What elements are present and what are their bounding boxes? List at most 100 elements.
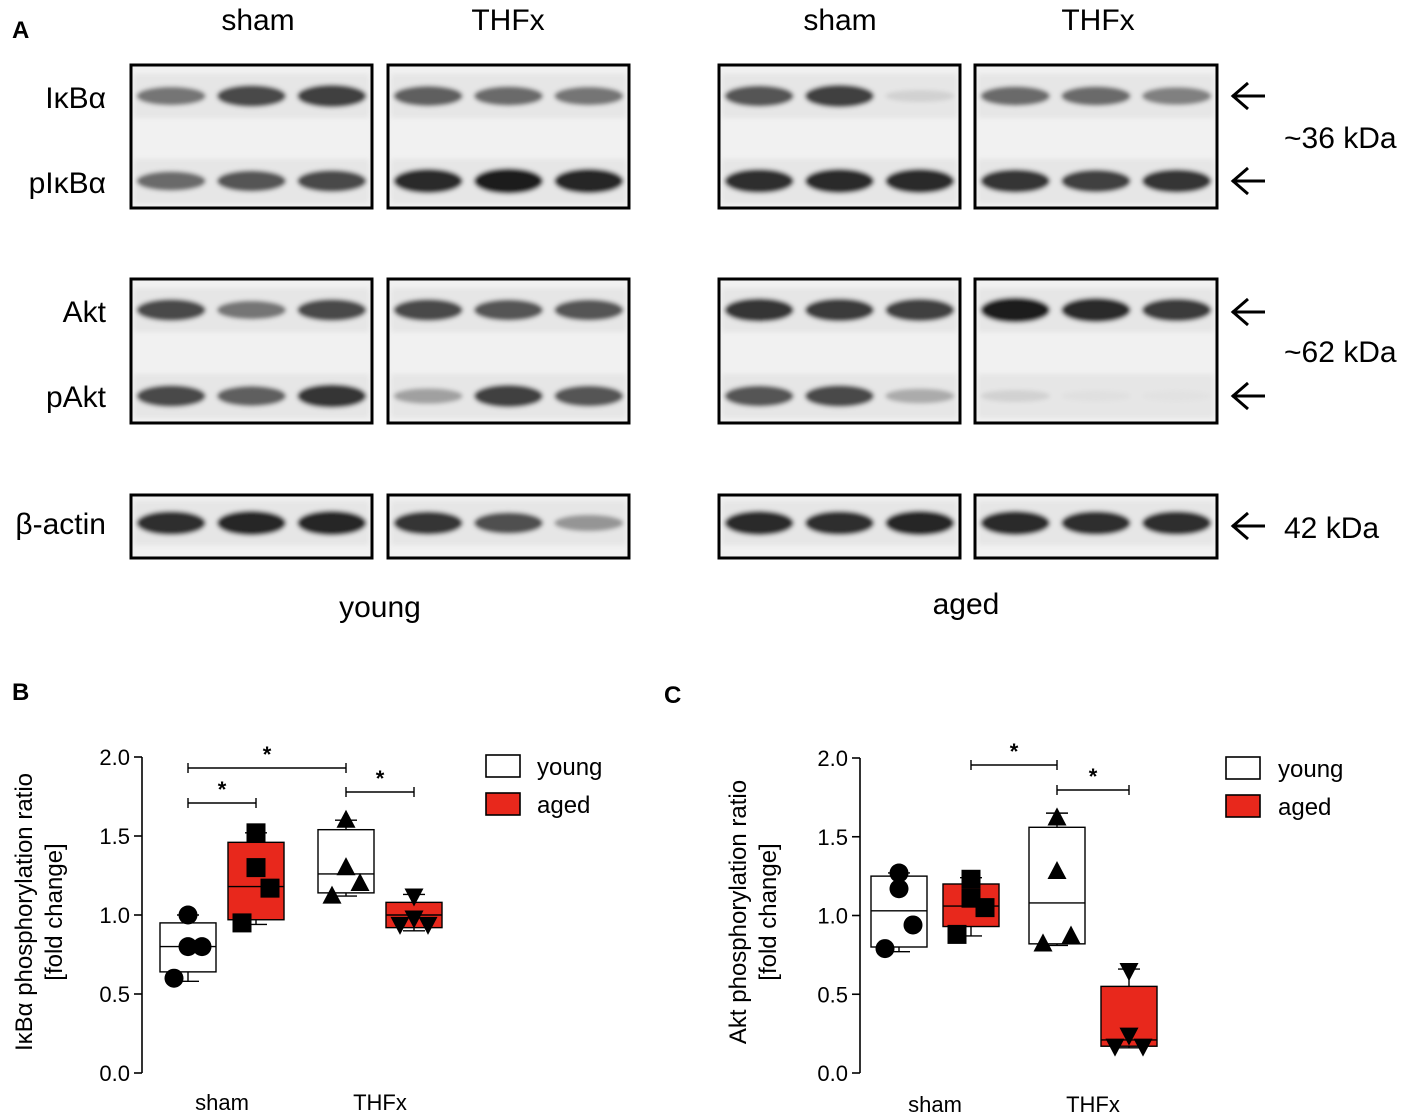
box-aged-thfx xyxy=(385,888,443,935)
blot-band xyxy=(297,170,367,192)
arrow-head-1 xyxy=(1230,166,1249,196)
blot-band xyxy=(804,385,875,407)
blot-band xyxy=(136,510,206,536)
blot-frame xyxy=(717,493,962,560)
blot-band xyxy=(724,510,794,536)
row-label-ikba: IκBα xyxy=(45,82,106,115)
header-young-thfx: THFx xyxy=(471,4,544,37)
y-tick-label: 0.0 xyxy=(99,1061,130,1086)
blot-akt-panel-2 xyxy=(717,277,962,425)
data-point-circle xyxy=(178,937,198,957)
blot-band xyxy=(804,298,875,322)
blot-bands xyxy=(391,501,626,545)
blot-frame xyxy=(973,277,1219,425)
box-iqr xyxy=(1028,826,1086,945)
y-axis-title-line-1: [fold change] xyxy=(41,843,68,980)
blot-band xyxy=(980,169,1051,193)
header-aged-sham: sham xyxy=(803,4,876,37)
significance-bracket-1: * xyxy=(1056,764,1130,795)
blot-bands xyxy=(391,74,626,203)
data-point-circle xyxy=(178,905,198,925)
blot-layer xyxy=(129,63,1219,560)
data-point-square xyxy=(961,869,981,889)
blot-band xyxy=(804,168,875,194)
legend-c-young-label: young xyxy=(1278,756,1343,783)
data-point-triangle-down xyxy=(390,916,410,935)
y-tick-label: 0.0 xyxy=(817,1061,848,1086)
arrow-head-4 xyxy=(1230,511,1249,541)
significance-star: * xyxy=(263,742,272,767)
blot-bands xyxy=(722,288,957,418)
group-label-aged: aged xyxy=(933,588,1000,621)
data-point-circle xyxy=(875,939,895,959)
blot-band xyxy=(297,299,367,321)
blot-band xyxy=(216,170,287,192)
blot-akt-panel-1 xyxy=(386,277,631,425)
legend-c-aged-label: aged xyxy=(1278,794,1331,821)
blot-band xyxy=(216,385,287,407)
blot-band xyxy=(216,510,287,536)
blot-akt-panel-0 xyxy=(129,277,374,425)
blot-bands xyxy=(978,288,1214,418)
box-aged-sham xyxy=(227,823,285,933)
y-tick-label: 2.0 xyxy=(99,745,130,770)
blot-bands xyxy=(978,74,1214,203)
blot-frame xyxy=(129,63,374,210)
blot-ikba-panel-3 xyxy=(973,63,1219,210)
blot-ikba-panel-2 xyxy=(717,63,962,210)
box-young-thfx xyxy=(1028,807,1086,952)
data-point-square xyxy=(961,888,981,908)
blot-band xyxy=(297,84,367,108)
blot-frame xyxy=(973,63,1219,210)
blot-band xyxy=(473,384,544,408)
data-point-square xyxy=(260,878,280,898)
blot-band xyxy=(297,510,367,536)
blot-frame xyxy=(386,493,631,560)
blot-band xyxy=(804,84,875,108)
blot-band xyxy=(1141,298,1212,322)
legend-c-aged-swatch xyxy=(1225,794,1261,818)
blot-band xyxy=(297,384,367,408)
blot-ikba-panel-0 xyxy=(129,63,374,210)
blot-ikba-panel-1 xyxy=(386,63,631,210)
legend-b-aged-swatch xyxy=(485,792,521,816)
blot-band xyxy=(885,168,955,194)
blot-band xyxy=(393,388,463,404)
significance-bracket-2: * xyxy=(345,766,415,797)
box-aged-sham xyxy=(942,869,1000,944)
blot-band xyxy=(136,86,206,106)
blot-band xyxy=(136,171,206,191)
data-point-triangle-down xyxy=(1105,1038,1125,1057)
x-category-label-sham: sham xyxy=(908,1092,962,1117)
data-point-triangle-up xyxy=(1047,860,1067,879)
blot-band xyxy=(473,168,544,194)
data-point-square xyxy=(947,924,967,944)
data-point-triangle-up xyxy=(350,872,370,891)
data-point-triangle-down xyxy=(404,888,424,907)
blot-band xyxy=(554,86,624,106)
blot-bands xyxy=(722,501,957,545)
blot-band xyxy=(980,86,1051,106)
blot-band xyxy=(724,385,794,407)
header-young-sham: sham xyxy=(221,4,294,37)
x-category-label-sham: sham xyxy=(195,1090,249,1115)
blot-band xyxy=(1141,169,1212,193)
blot-band xyxy=(554,299,624,321)
blot-frame xyxy=(129,277,374,425)
legend-c-young-swatch xyxy=(1225,756,1261,780)
arrow-head-3 xyxy=(1230,381,1249,411)
arrow-head-0 xyxy=(1230,81,1249,111)
data-point-triangle-down xyxy=(418,916,438,935)
significance-star: * xyxy=(376,766,385,791)
blot-bands xyxy=(134,501,369,545)
box-young-sham xyxy=(870,863,928,959)
blot-band xyxy=(393,85,463,107)
blot-actin-panel-0 xyxy=(129,493,374,560)
data-point-square xyxy=(246,823,266,843)
blot-band xyxy=(1061,169,1131,193)
x-category-label-thfx: THFx xyxy=(353,1090,407,1115)
legend-b-aged-label: aged xyxy=(537,792,590,819)
y-tick-label: 2.0 xyxy=(817,746,848,771)
data-point-triangle-up xyxy=(1033,933,1053,952)
blot-band xyxy=(473,299,544,321)
